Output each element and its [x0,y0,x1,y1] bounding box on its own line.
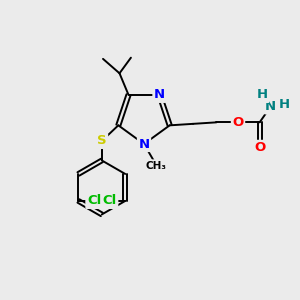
Text: H: H [279,98,290,111]
Text: Cl: Cl [103,194,117,207]
Text: H: H [257,88,268,101]
Text: N: N [265,100,276,113]
Text: N: N [138,137,150,151]
Text: S: S [97,134,106,147]
Text: CH₃: CH₃ [146,160,167,171]
Text: Cl: Cl [87,194,101,207]
Text: N: N [154,88,165,101]
Text: O: O [254,141,265,154]
Text: O: O [232,116,244,129]
